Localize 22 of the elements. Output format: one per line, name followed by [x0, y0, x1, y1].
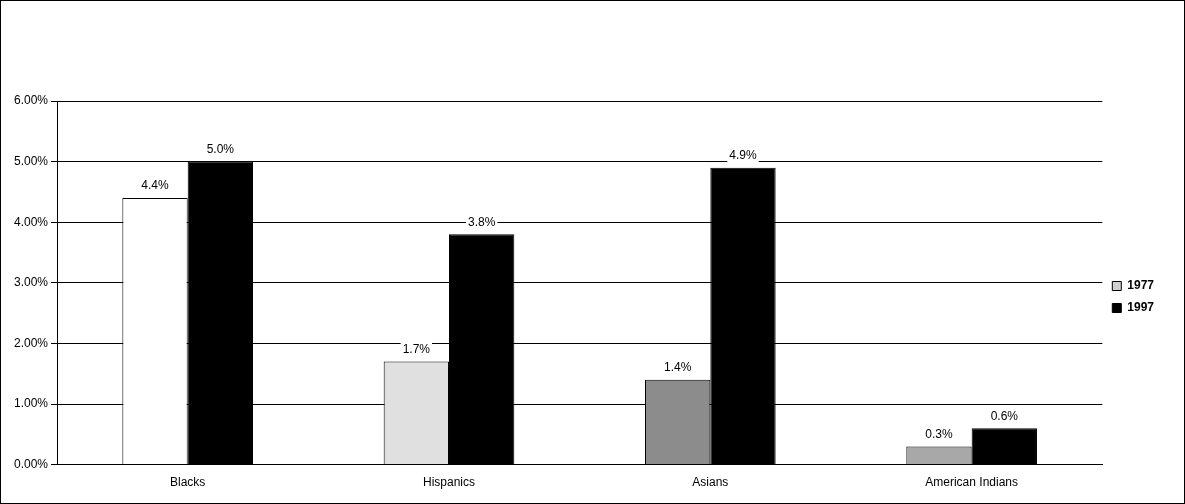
x-tick-label: American Indians: [925, 475, 1018, 490]
legend-label: 1977: [1127, 278, 1155, 293]
legend-label: 1997: [1127, 300, 1155, 315]
data-label: 4.4%: [141, 178, 170, 193]
x-tick-label: Blacks: [170, 475, 206, 490]
y-tick-label: 5.00%: [13, 153, 49, 168]
y-tick-label: 2.00%: [13, 335, 49, 350]
data-label: 3.8%: [467, 214, 496, 229]
bar: [971, 428, 1037, 465]
y-tick-label: 6.00%: [13, 93, 49, 108]
data-label: 0.3%: [925, 426, 953, 441]
y-tick-label: 1.00%: [13, 396, 49, 411]
y-tick-label: 0.00%: [13, 456, 49, 471]
y-tick-label: 4.00%: [13, 214, 49, 229]
data-label: 0.6%: [990, 408, 1019, 423]
y-tick-label: 3.00%: [13, 275, 49, 290]
data-label: 1.7%: [402, 341, 431, 356]
x-tick-label: Hispanics: [422, 475, 476, 490]
data-label: 1.4%: [663, 360, 692, 375]
data-label: 4.9%: [729, 147, 757, 162]
data-label: 5.0%: [206, 141, 235, 156]
x-tick-label: Asians: [692, 475, 729, 490]
